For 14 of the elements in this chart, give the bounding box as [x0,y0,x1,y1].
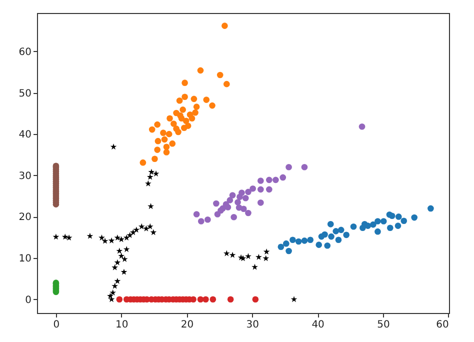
y-tick-label: 40 [18,130,32,141]
y-tick-label: 60 [18,46,32,58]
x-tick-label: 40 [312,320,324,330]
x-tick-label: 10 [115,320,128,330]
x-tick-label: 20 [180,320,194,330]
x-tick-label: 60 [436,320,449,330]
y-tick-label: 20 [18,212,32,224]
y-tick-label: 30 [18,170,32,182]
x-tick-label: 0 [53,320,60,330]
y-tick-label: 50 [18,88,32,100]
x-tick-label: 50 [377,320,390,330]
y-tick-label: 0 [25,294,32,306]
x-tick-label: 30 [246,320,260,330]
y-tick-label: 10 [18,254,32,265]
